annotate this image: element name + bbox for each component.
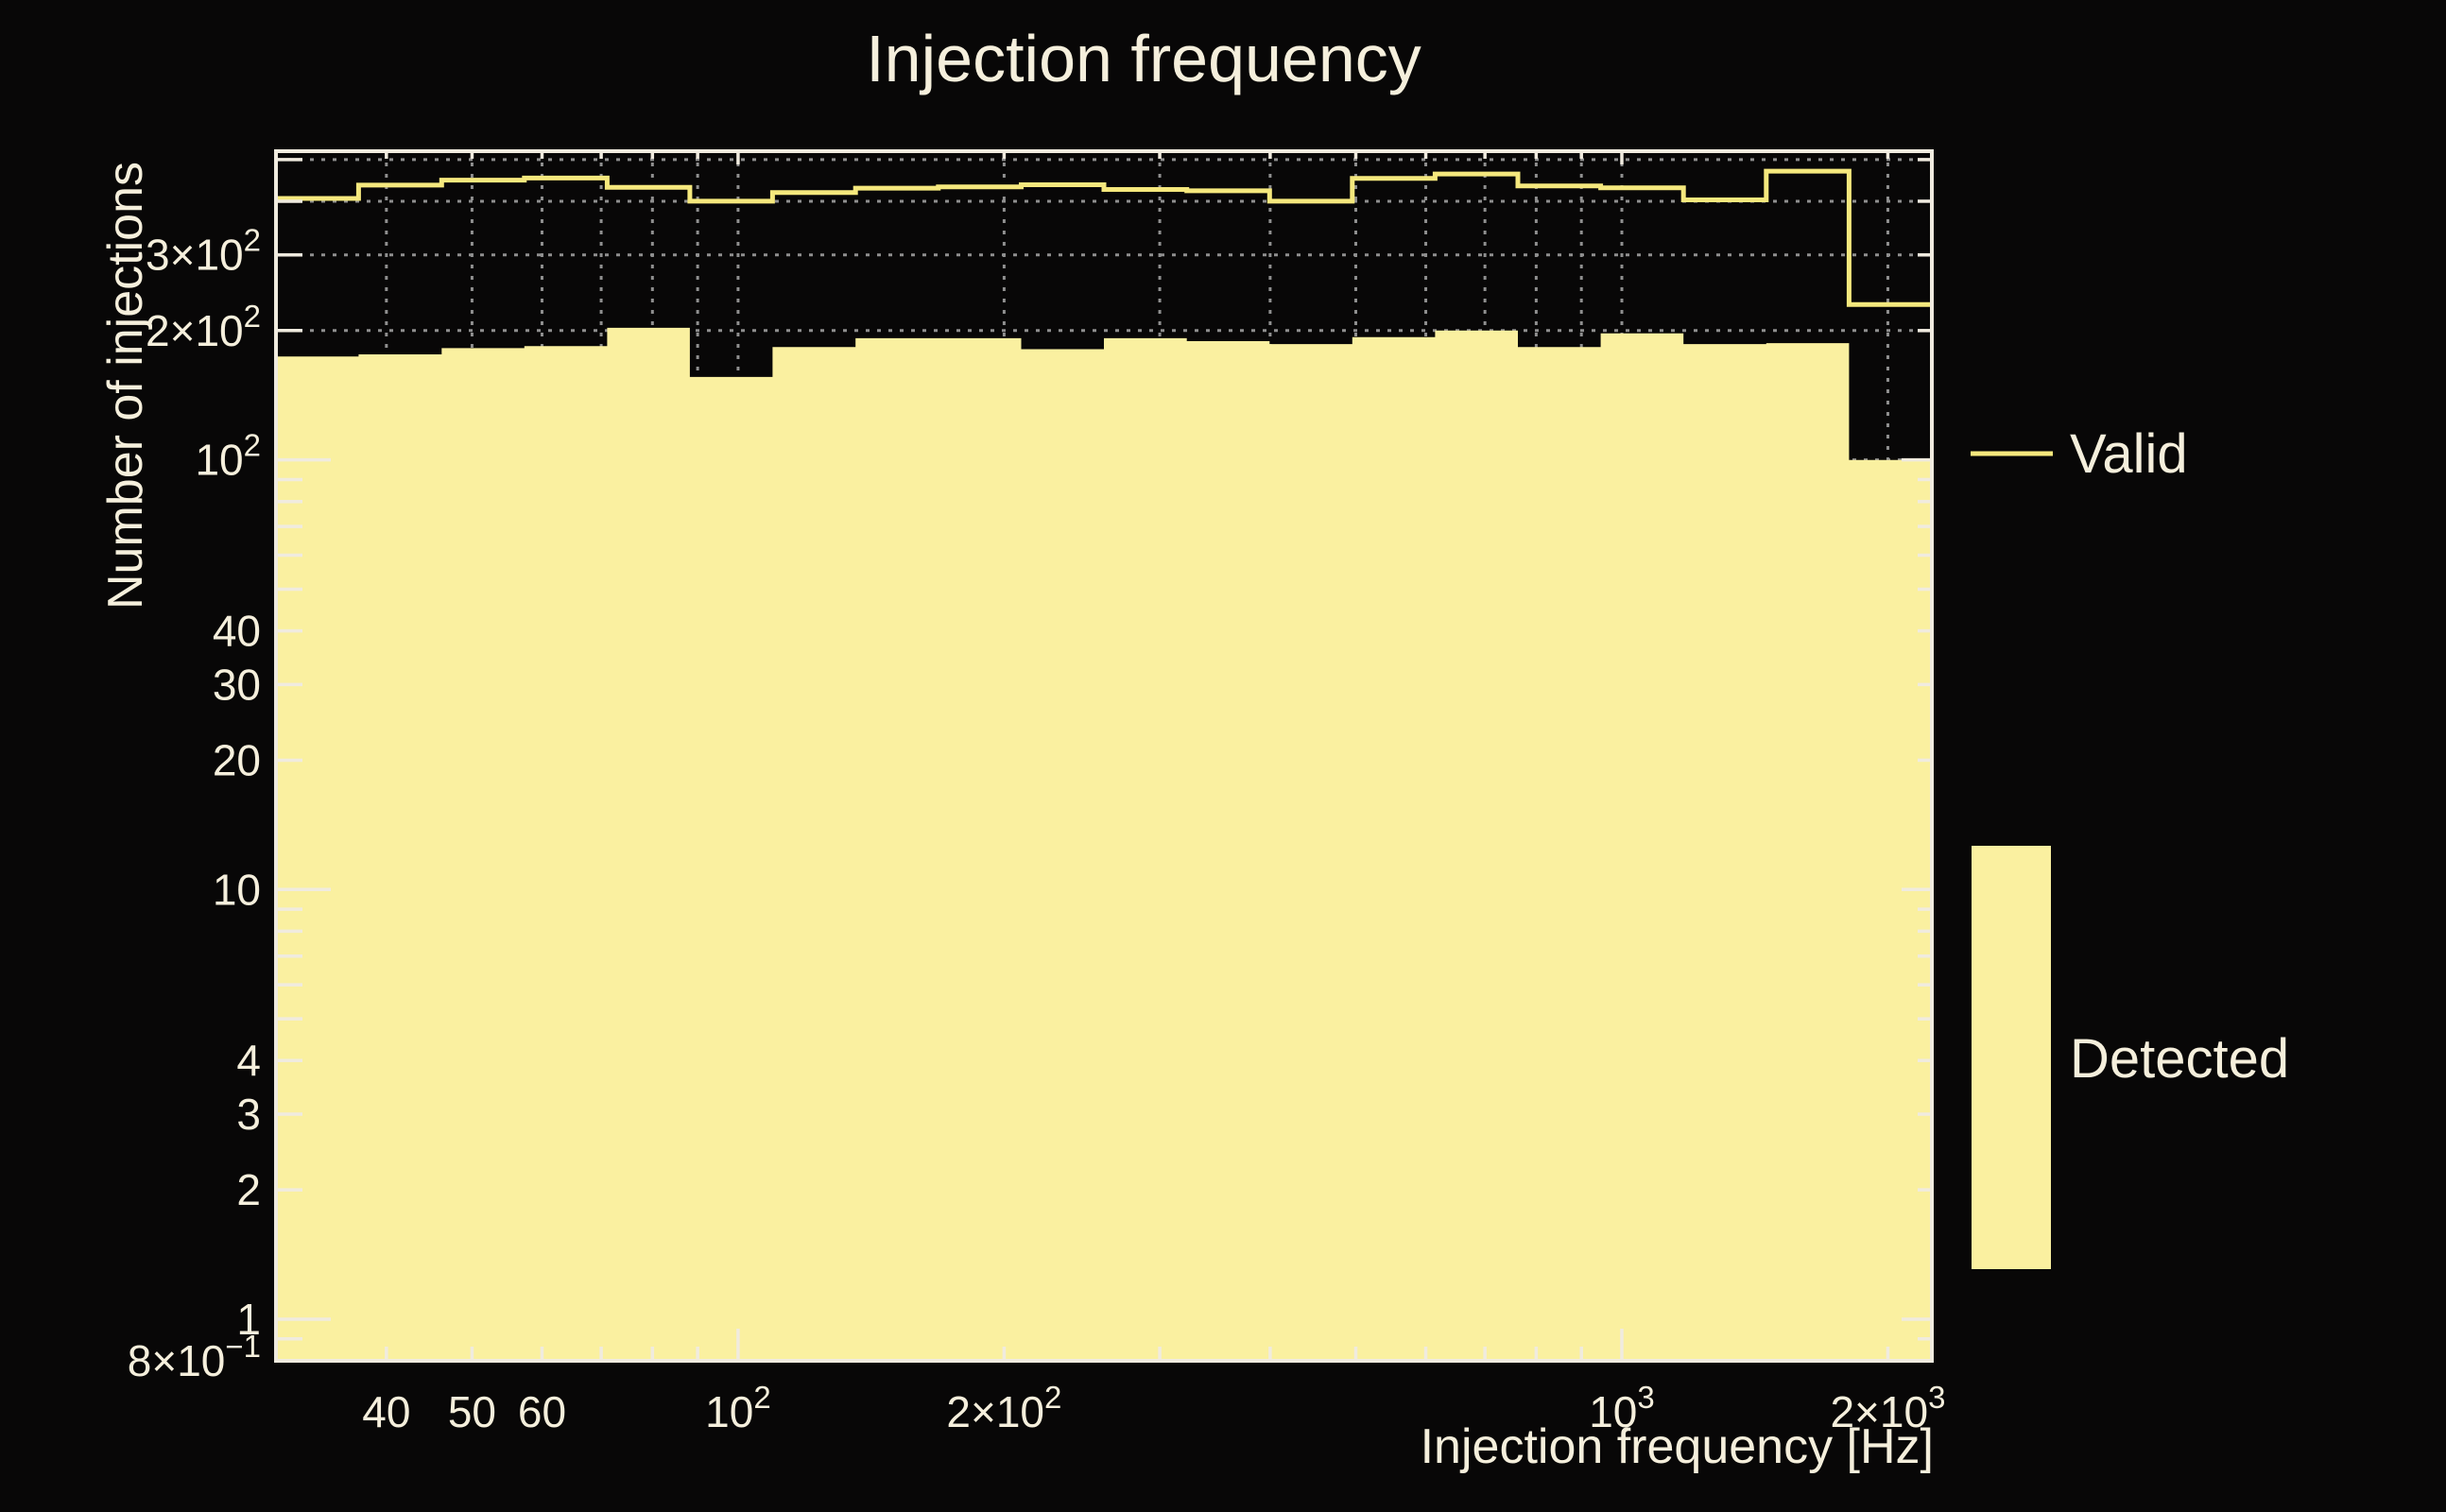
y-tick-label: 10 [213,865,261,914]
legend-detected-label: Detected [2070,1028,2289,1090]
x-tick-label: 60 [518,1387,566,1436]
x-tick-label: 2×103 [1830,1380,1945,1436]
x-axis-title: Injection frequency [Hz] [1421,1419,1934,1474]
x-tick-label: 50 [448,1387,496,1436]
y-tick-label: 20 [213,735,261,784]
legend-detected-swatch [1972,846,2051,1269]
y-axis-title: Number of injections [98,162,153,610]
y-tick-label: 2 [236,1165,261,1214]
y-tick-label: 1 [236,1295,261,1344]
x-tick-label: 103 [1589,1380,1655,1436]
y-tick-label: 102 [195,428,261,485]
chart-title: Injection frequency [866,22,1421,95]
histogram-series [276,168,1932,1361]
y-tick-label: 40 [213,607,261,656]
y-tick-label: 3 [236,1090,261,1139]
plot-frame [274,149,1934,1363]
detected-histogram [276,327,1932,1361]
legend-valid-label: Valid [2070,423,2188,485]
y-tick-label: 8×10−1 [128,1329,261,1385]
y-tick-label: 30 [213,660,261,709]
y-tick-label: 3×102 [146,223,261,280]
valid-histogram-line [276,168,1932,307]
x-tick-label: 40 [362,1387,410,1436]
legend: Valid Detected [1971,423,2289,1269]
y-tick-label: 2×102 [146,299,261,355]
x-tick-label: 102 [705,1380,771,1436]
x-tick-labels: 40 50 60 102 2×102 103 2×103 [362,1380,1945,1436]
axis-ticks [276,151,1932,1361]
x-tick-label: 2×102 [946,1380,1061,1436]
y-tick-label: 4 [236,1036,261,1085]
